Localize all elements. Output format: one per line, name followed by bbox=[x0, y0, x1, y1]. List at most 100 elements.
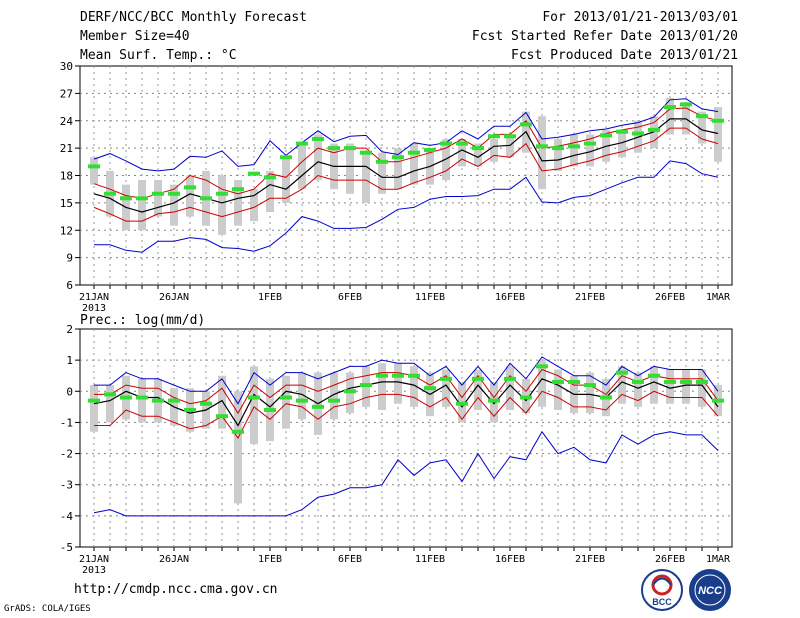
panel1-spread-box bbox=[250, 189, 258, 222]
fcst-started-date: Fcst Started Refer Date 2013/01/20 bbox=[471, 29, 738, 44]
panel1-marker bbox=[632, 131, 644, 136]
panel1-marker bbox=[152, 191, 164, 196]
panel2-spread-box bbox=[634, 372, 642, 407]
panel1-marker bbox=[408, 150, 420, 155]
panel2-marker bbox=[264, 407, 276, 412]
panel2-x-tick-label: 21JAN bbox=[79, 554, 109, 565]
member-size-label: Member Size=40 bbox=[80, 29, 190, 44]
panel1-marker bbox=[88, 164, 100, 169]
panel1-max-line bbox=[93, 98, 719, 172]
panel1-marker bbox=[488, 134, 500, 139]
panel2-marker bbox=[376, 373, 388, 378]
panel1-y-tick-label: 30 bbox=[60, 60, 73, 73]
panel1-spread-box bbox=[538, 116, 546, 190]
source-url[interactable]: http://cmdp.ncc.cma.gov.cn bbox=[74, 582, 278, 597]
panel1-spread-box bbox=[314, 134, 322, 181]
panel2-marker bbox=[328, 398, 340, 403]
panel2-x-tick-label: 26JAN bbox=[159, 554, 189, 565]
panel2-spread-box bbox=[90, 385, 98, 432]
panel1-y-tick-label: 6 bbox=[66, 279, 73, 292]
panel1-marker bbox=[520, 122, 532, 127]
panel1-y-tick-label: 18 bbox=[60, 170, 73, 183]
panel2-spread-box bbox=[618, 366, 626, 404]
panel1-marker bbox=[312, 137, 324, 141]
panel1-spread-box bbox=[554, 139, 562, 171]
panel2-marker bbox=[120, 395, 132, 400]
bcc-logo-text: BCC bbox=[652, 597, 672, 607]
panel2-x-tick-label: 26FEB bbox=[655, 554, 685, 565]
panel2-marker bbox=[104, 392, 116, 397]
panel1-marker bbox=[472, 146, 484, 151]
panel2-marker bbox=[664, 379, 676, 384]
panel2-marker bbox=[488, 398, 500, 403]
panel2-spread-box bbox=[234, 391, 242, 504]
panel2-y-tick-label: -4 bbox=[60, 510, 74, 523]
panel1-spread-box bbox=[138, 180, 146, 231]
panel1-marker bbox=[264, 175, 276, 180]
panel1-spread-box bbox=[618, 129, 626, 158]
panel1-x-tick-label: 21JAN bbox=[79, 292, 109, 303]
panel1-spread-box bbox=[266, 170, 274, 212]
panel2-y-tick-label: -3 bbox=[60, 479, 73, 492]
bcc-logo: BCC bbox=[641, 569, 683, 611]
panel2-x-tick-label: 6FEB bbox=[338, 554, 362, 565]
panel1-marker bbox=[392, 155, 404, 160]
panel2-spread-box bbox=[538, 360, 546, 407]
panel1-lower-line bbox=[93, 127, 719, 222]
panel1-spread-box bbox=[186, 175, 194, 217]
panel2-marker bbox=[152, 398, 164, 403]
panel2-spread-box bbox=[218, 375, 226, 429]
panel1-spread-box bbox=[234, 180, 242, 226]
panel1-x-tick-label: 1MAR bbox=[706, 292, 731, 303]
panel1-spread-box bbox=[570, 134, 578, 167]
panel1-spread-box bbox=[714, 107, 722, 162]
panel2-spread-box bbox=[650, 366, 658, 404]
panel1-marker bbox=[232, 187, 244, 192]
panel2-mean-line bbox=[93, 378, 719, 427]
panel2-upper-line bbox=[94, 368, 719, 415]
panel1-y-tick-label: 9 bbox=[66, 252, 73, 265]
panel2-marker bbox=[216, 414, 228, 419]
panel1-y-tick-label: 12 bbox=[60, 224, 73, 237]
panel2-spread-box bbox=[106, 385, 114, 423]
panel2-marker bbox=[440, 376, 452, 381]
panel2-marker bbox=[472, 376, 484, 381]
panel2-marker bbox=[424, 386, 436, 391]
panel2-min-line bbox=[93, 430, 719, 517]
panel1-spread-box bbox=[490, 139, 498, 162]
panel2-y-tick-label: 2 bbox=[66, 323, 73, 336]
panel2-y-tick-label: -2 bbox=[60, 448, 73, 461]
panel1-marker bbox=[216, 191, 228, 196]
panel2-spread-box bbox=[682, 369, 690, 404]
panel1-marker bbox=[104, 191, 116, 196]
panel2-spread-box bbox=[250, 366, 258, 445]
panel1-x-tick-label: 11FEB bbox=[415, 292, 445, 303]
panel2-marker bbox=[184, 407, 196, 412]
panel2-spread-box bbox=[442, 369, 450, 407]
panel2-spread-box bbox=[474, 369, 482, 410]
panel2-y-tick-label: -5 bbox=[60, 541, 73, 554]
panel1-mean-line bbox=[93, 118, 719, 213]
panel2-spread-box bbox=[506, 366, 514, 410]
panel1-y-tick-label: 21 bbox=[60, 142, 73, 155]
panel2-spread-box bbox=[330, 372, 338, 420]
panel2-marker bbox=[536, 364, 548, 369]
panel1-spread-box bbox=[410, 143, 418, 185]
panel1-marker bbox=[648, 127, 660, 132]
panel1-x-tick-label: 26FEB bbox=[655, 292, 685, 303]
panel2-spread-box bbox=[698, 369, 706, 407]
panel1-min-line bbox=[94, 160, 719, 253]
panel2-spread-box bbox=[554, 369, 562, 410]
panel1-marker bbox=[600, 133, 612, 138]
panel1-marker bbox=[184, 185, 196, 190]
panel1-marker bbox=[456, 141, 468, 146]
panel2-x-tick-label: 11FEB bbox=[415, 554, 445, 565]
panel2-lower-line bbox=[94, 390, 719, 439]
panel1-marker bbox=[440, 141, 452, 146]
panel2-marker bbox=[248, 395, 260, 400]
panel2-marker bbox=[584, 383, 596, 388]
panel2-marker bbox=[696, 379, 708, 384]
panel1-spread-box bbox=[90, 157, 98, 185]
ncc-logo-text: NCC bbox=[698, 585, 723, 597]
